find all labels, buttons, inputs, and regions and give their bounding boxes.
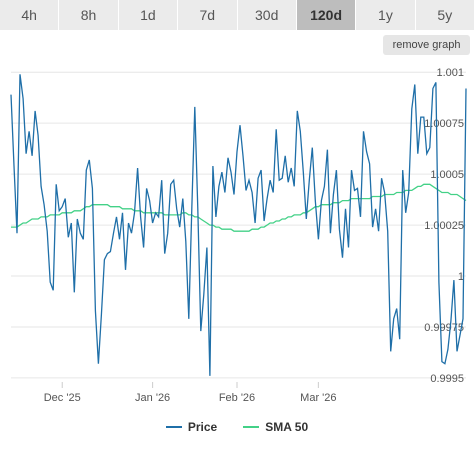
y-tick-label: 0.99975 bbox=[424, 322, 464, 334]
tab-1y[interactable]: 1y bbox=[356, 0, 416, 30]
price-series-line bbox=[10, 74, 467, 376]
x-tick-label: Feb '26 bbox=[219, 392, 255, 404]
x-axis-ticks: Dec '25 Jan '26 Feb '26 Mar '26 bbox=[44, 382, 337, 404]
chart-legend: Price SMA 50 bbox=[0, 420, 474, 434]
legend-label-price: Price bbox=[187, 420, 218, 434]
y-axis-ticks: 1.001 1.00075 1.0005 1.00025 1 0.99975 0.9995 bbox=[424, 67, 464, 385]
sma-legend-swatch bbox=[243, 426, 260, 428]
y-tick-label: 0.9995 bbox=[430, 373, 464, 385]
tab-8h[interactable]: 8h bbox=[59, 0, 119, 30]
price-legend-swatch bbox=[165, 426, 182, 428]
x-tick-label: Dec '25 bbox=[44, 392, 81, 404]
timeframe-tabs: 4h 8h 1d 7d 30d 120d 1y 5y bbox=[0, 0, 474, 30]
y-tick-label: 1.00075 bbox=[424, 118, 464, 130]
sma-50-series-line bbox=[11, 183, 467, 232]
tab-7d[interactable]: 7d bbox=[178, 0, 238, 30]
tab-1d[interactable]: 1d bbox=[118, 0, 179, 30]
tab-4h[interactable]: 4h bbox=[0, 0, 60, 30]
y-tick-label: 1 bbox=[458, 271, 464, 283]
chart-grid bbox=[11, 71, 466, 379]
remove-graph-button[interactable]: remove graph bbox=[383, 35, 470, 55]
x-tick-label: Jan '26 bbox=[135, 392, 170, 404]
tab-120d[interactable]: 120d bbox=[296, 0, 357, 30]
legend-item-price[interactable]: Price bbox=[165, 420, 218, 434]
y-tick-label: 1.0005 bbox=[430, 169, 464, 181]
legend-label-sma-50: SMA 50 bbox=[265, 420, 309, 434]
legend-item-sma-50[interactable]: SMA 50 bbox=[243, 420, 308, 434]
tab-5y[interactable]: 5y bbox=[415, 0, 474, 30]
x-tick-label: Mar '26 bbox=[300, 392, 336, 404]
tab-30d[interactable]: 30d bbox=[237, 0, 297, 30]
y-tick-label: 1.001 bbox=[436, 67, 464, 79]
y-tick-label: 1.00025 bbox=[424, 220, 464, 232]
price-chart: 1.0011.000751.00051.0002510.999750.9995 … bbox=[10, 67, 467, 404]
